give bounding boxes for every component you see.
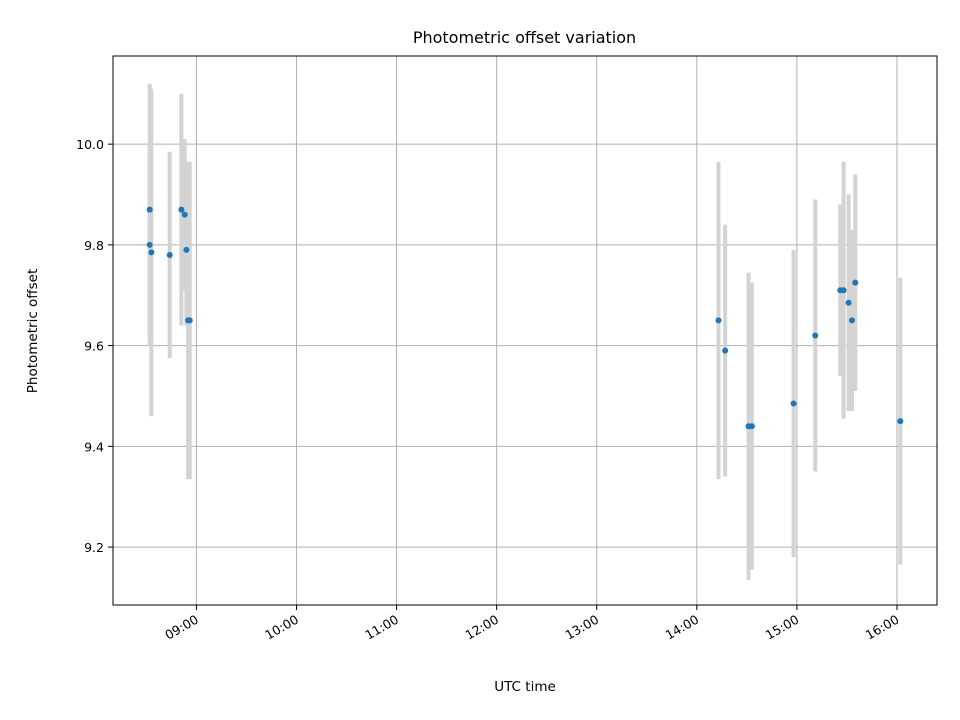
- y-tick-label: 9.6: [84, 339, 104, 354]
- data-point: [181, 211, 188, 218]
- data-point: [852, 279, 859, 286]
- y-axis-label: Photometric offset: [25, 269, 41, 393]
- data-point: [897, 418, 904, 425]
- plot-area-frame: [112, 55, 938, 606]
- data-point: [715, 317, 722, 324]
- data-point: [748, 423, 755, 430]
- data-point: [186, 317, 193, 324]
- y-tick-label: 9.8: [84, 238, 104, 253]
- data-point: [146, 241, 153, 248]
- data-point: [166, 251, 173, 258]
- data-point: [183, 246, 190, 253]
- data-point: [848, 317, 855, 324]
- y-axis-ticks: 9.2 9.4 9.6 9.8 10.0: [76, 137, 113, 555]
- data-point: [146, 206, 153, 213]
- y-tick-label: 9.4: [84, 439, 104, 454]
- x-axis-label: UTC time: [494, 679, 556, 695]
- data-point: [790, 400, 797, 407]
- data-point: [812, 332, 819, 339]
- data-point: [148, 249, 155, 256]
- gridlines: [113, 56, 937, 605]
- y-tick-label: 10.0: [76, 137, 104, 152]
- data-point: [178, 206, 185, 213]
- data-point: [845, 299, 852, 306]
- data-points: [146, 206, 904, 430]
- data-point: [722, 347, 729, 354]
- y-tick-label: 9.2: [84, 540, 104, 555]
- data-point: [840, 287, 847, 294]
- chart-title: Photometric offset variation: [413, 28, 636, 47]
